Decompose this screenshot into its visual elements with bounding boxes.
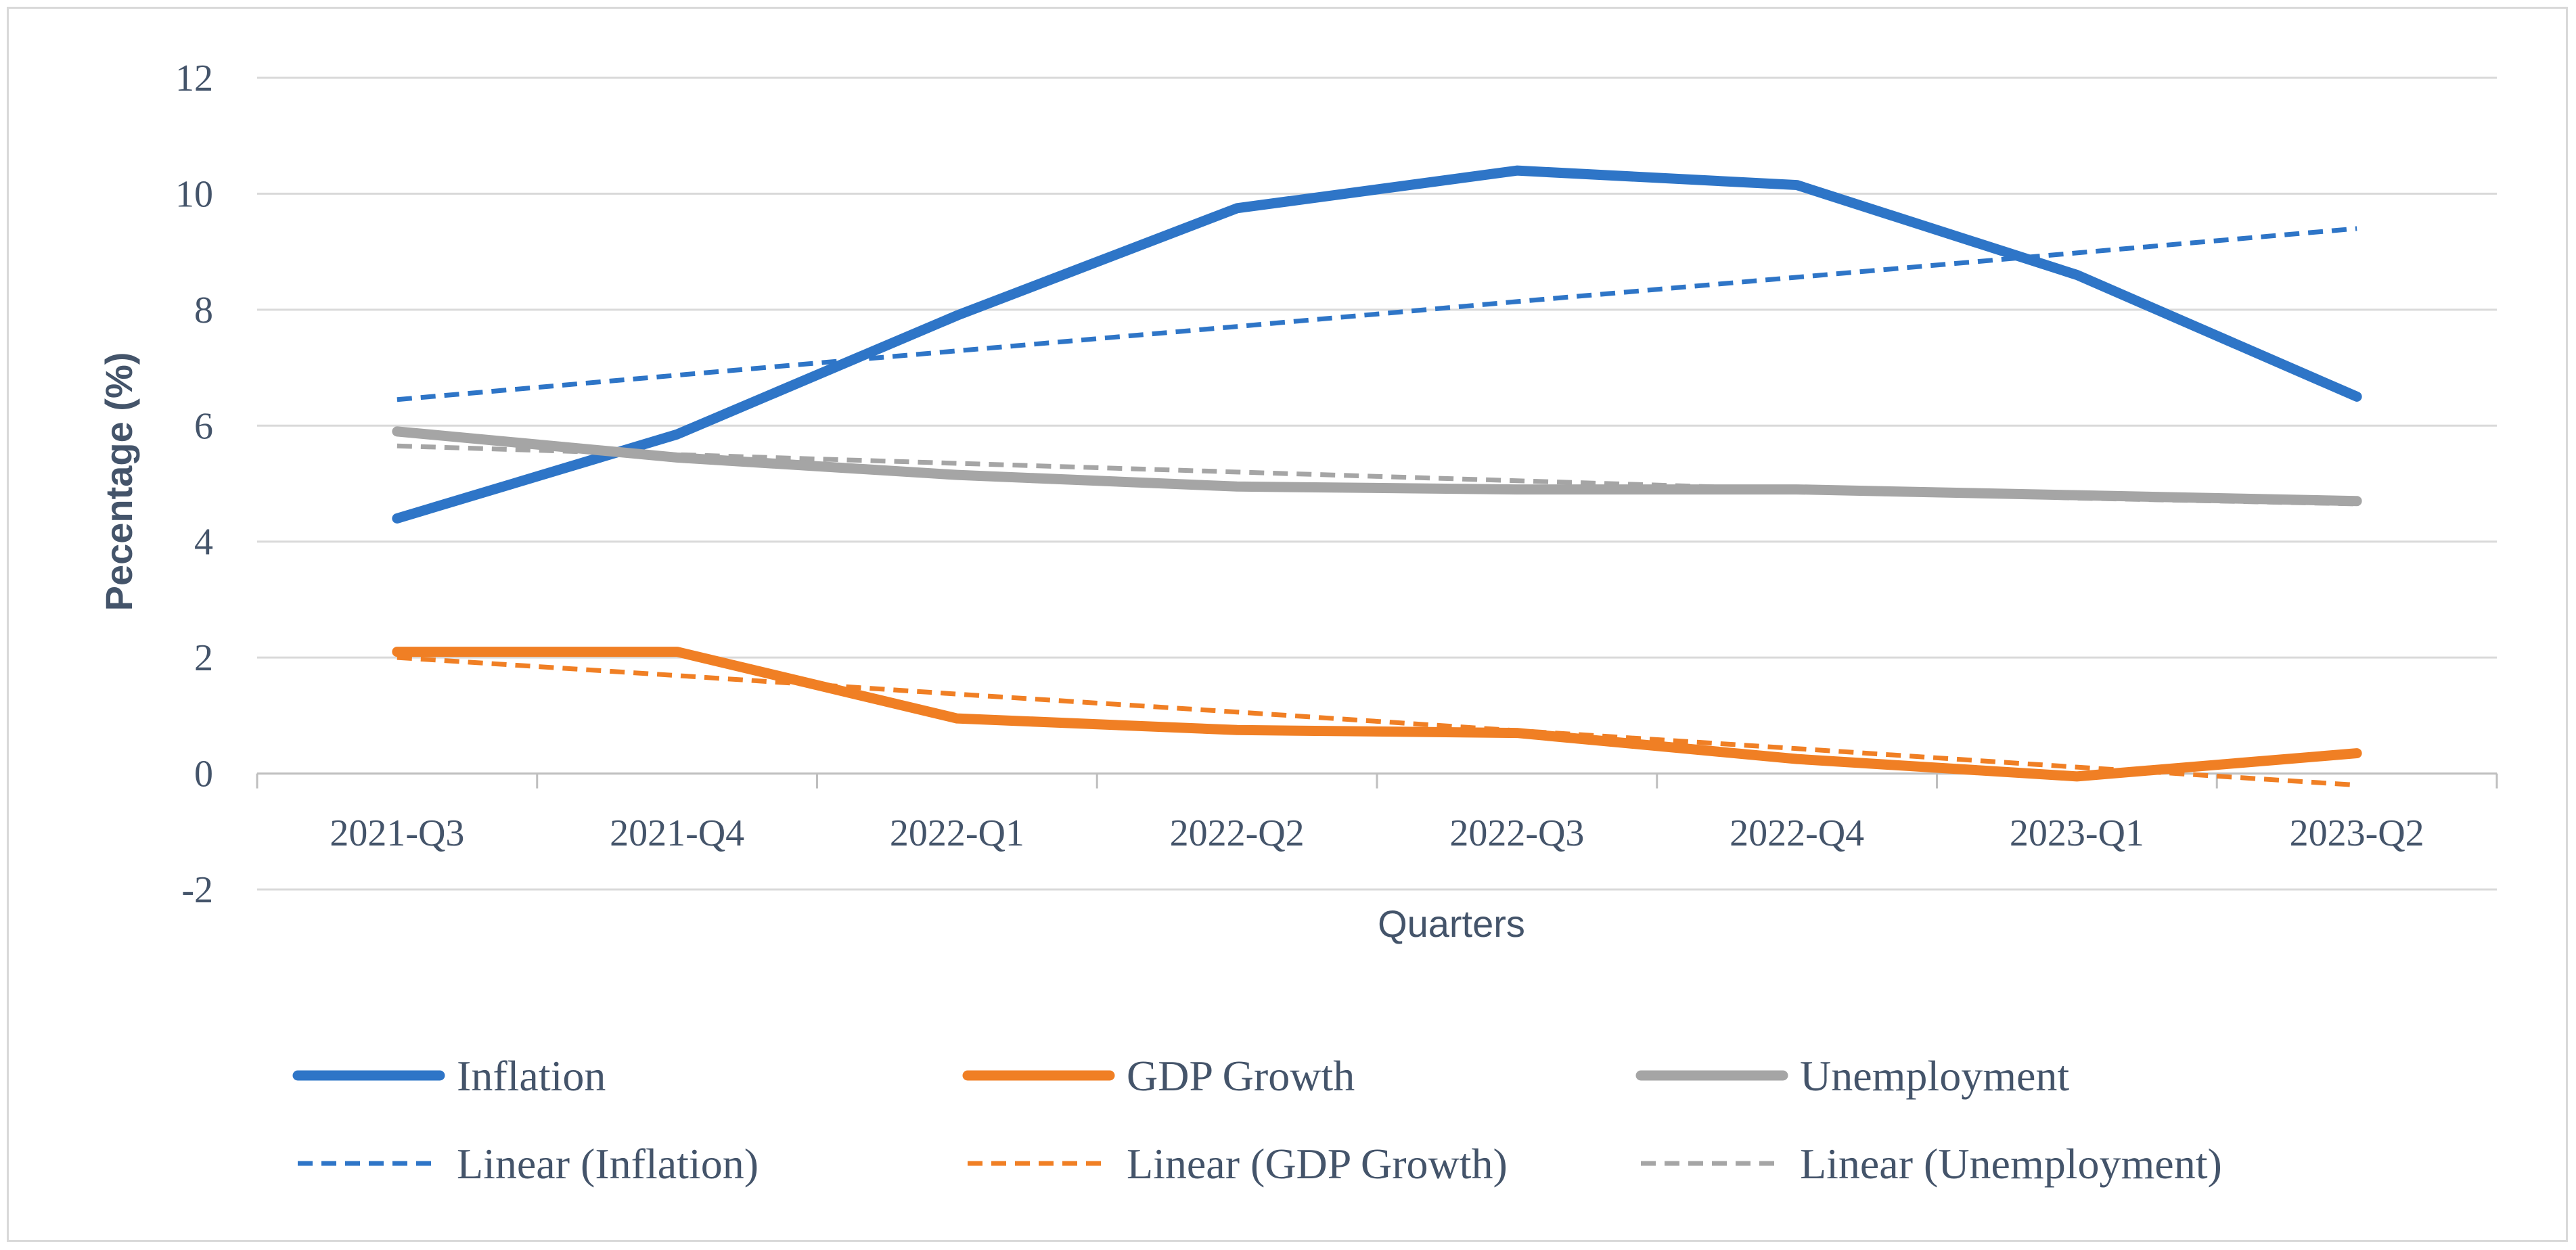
- series-line-linear-inflation: [397, 226, 2357, 402]
- x-tick-label: 2022-Q1: [890, 812, 1024, 854]
- legend-item: Linear (GDP Growth): [968, 1140, 1508, 1188]
- x-tick-label: 2022-Q4: [1730, 812, 1864, 854]
- y-tick-label: 6: [194, 405, 213, 447]
- x-tick-label: 2021-Q4: [610, 812, 744, 854]
- legend-label: Unemployment: [1800, 1052, 2069, 1100]
- legend-label: Inflation: [457, 1052, 606, 1100]
- series-line-gdp-growth: [392, 647, 2362, 782]
- legend-item: GDP Growth: [962, 1052, 1355, 1100]
- series-line-linear-gdp-growth: [397, 655, 2357, 788]
- legend-item: Unemployment: [1635, 1052, 2069, 1100]
- series-line-inflation: [392, 165, 2362, 524]
- x-tick-labels: 2021-Q3 2021-Q4 2022-Q1 2022-Q2 2022-Q3 2022-…: [330, 812, 2424, 854]
- series-line-linear-unemployment: [397, 443, 2357, 507]
- series-line-unemployment: [392, 426, 2362, 507]
- x-tick-label: 2022-Q2: [1170, 812, 1305, 854]
- legend-item: Linear (Unemployment): [1641, 1140, 2222, 1188]
- y-tick-label: 12: [175, 57, 213, 99]
- x-tick-label: 2022-Q3: [1449, 812, 1584, 854]
- x-axis-title: Quarters: [1378, 902, 1525, 945]
- series-lines: [392, 165, 2362, 788]
- y-tick-label: 8: [194, 290, 213, 331]
- x-tick-label: 2021-Q3: [330, 812, 464, 854]
- legend-label: Linear (Inflation): [457, 1140, 759, 1188]
- legend-label: Linear (GDP Growth): [1127, 1140, 1508, 1188]
- legend-item: Inflation: [292, 1052, 606, 1100]
- y-tick-labels: -2 0 2 4 6 8 10 12: [175, 57, 213, 911]
- legend-item: Linear (Inflation): [298, 1140, 759, 1188]
- x-tick-label: 2023-Q2: [2290, 812, 2424, 854]
- legend-label: GDP Growth: [1127, 1052, 1355, 1100]
- y-tick-label: 4: [194, 522, 213, 563]
- legend: Inflation GDP Growth Unemployment Linear (I…: [292, 1052, 2222, 1188]
- chart-frame: [7, 7, 2568, 1242]
- legend-label: Linear (Unemployment): [1800, 1140, 2222, 1188]
- y-tick-label: 10: [175, 173, 213, 215]
- y-axis-title: Pecentage (%): [97, 352, 140, 611]
- y-tick-label: 2: [194, 637, 213, 679]
- y-tick-label: 0: [194, 754, 213, 795]
- x-tick-label: 2023-Q1: [2010, 812, 2144, 854]
- y-tick-label: -2: [181, 869, 213, 911]
